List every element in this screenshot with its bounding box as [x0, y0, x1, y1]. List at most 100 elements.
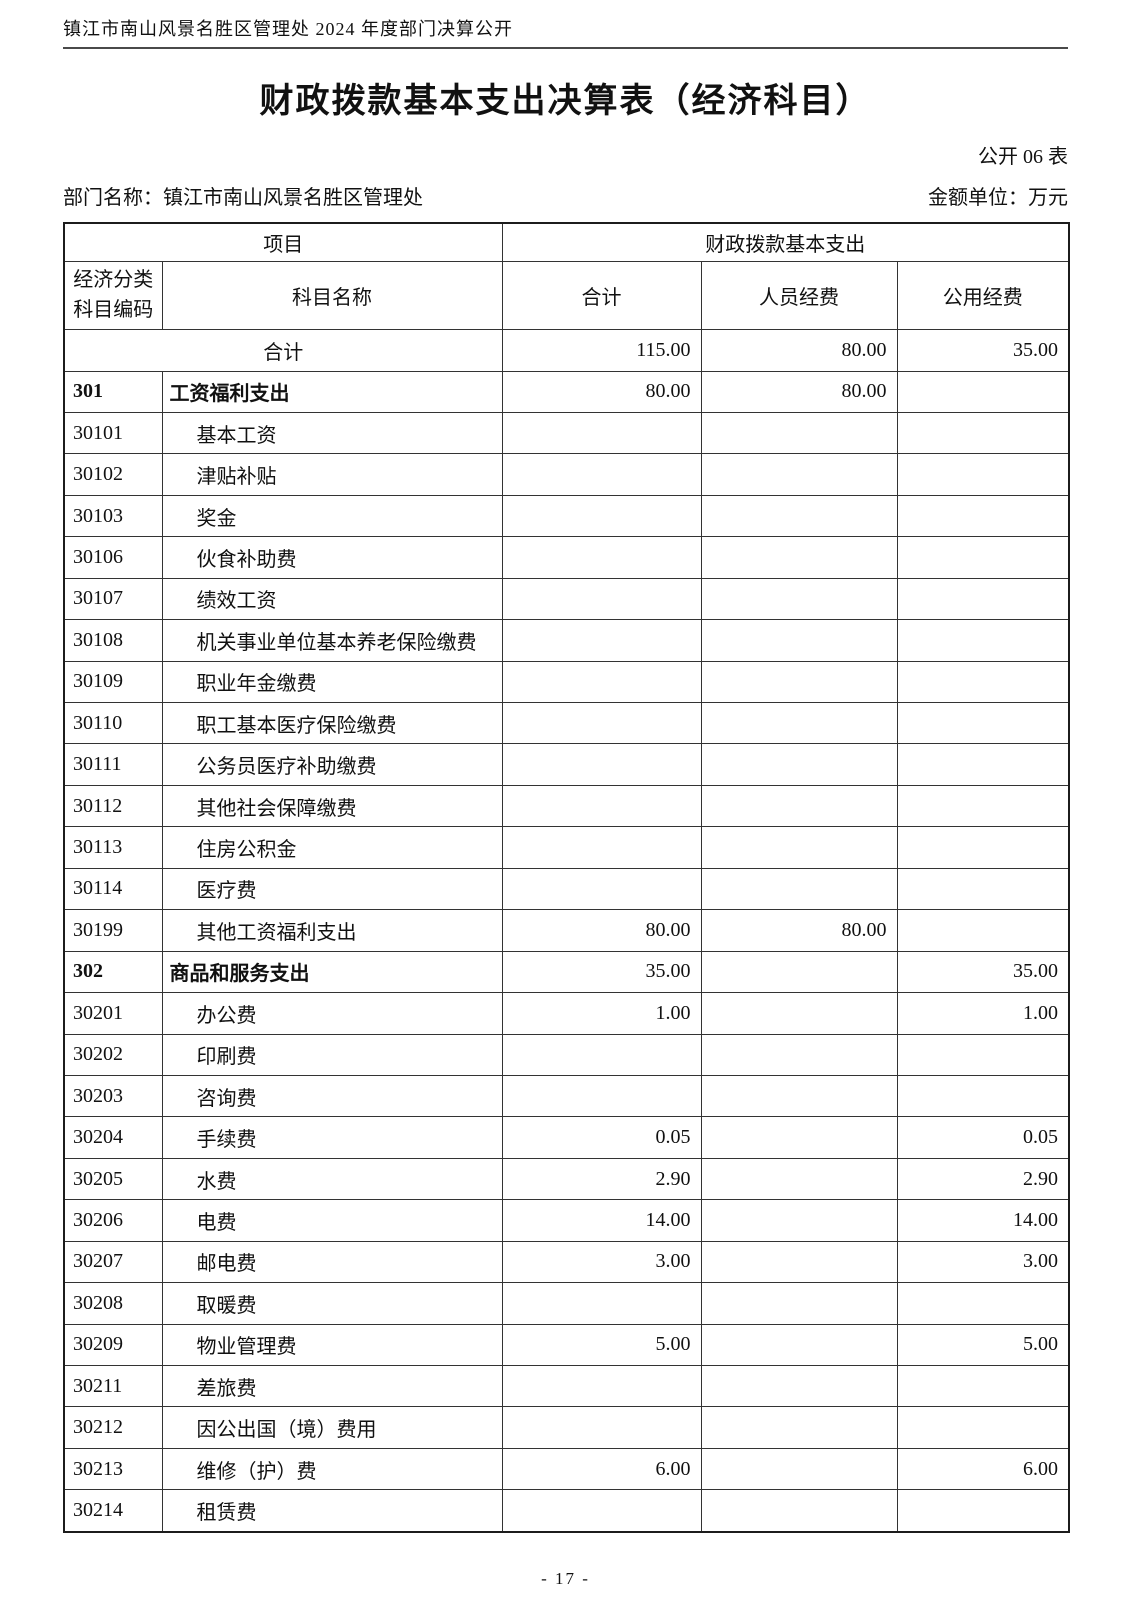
row-name: 水费: [161, 1157, 503, 1201]
row-total: 14.00: [501, 1199, 702, 1242]
table-row: 30201 办公费 1.00 1.00: [63, 992, 1070, 1035]
row-personnel: [700, 1447, 898, 1491]
row-public: [896, 1282, 1070, 1325]
row-personnel: [700, 1489, 898, 1533]
row-public: 14.00: [896, 1199, 1070, 1242]
row-name: 差旅费: [161, 1364, 503, 1408]
row-total: [501, 1074, 702, 1118]
table-row: 30107 绩效工资: [63, 577, 1070, 621]
table-row: 30113 住房公积金: [63, 826, 1070, 869]
row-total: [501, 826, 702, 869]
row-personnel: [700, 1033, 898, 1076]
row-public: [896, 743, 1070, 786]
summary-public: 35.00: [896, 328, 1070, 372]
row-public: [896, 411, 1070, 455]
row-public: [896, 1033, 1070, 1076]
header-econ-code: 经济分类 科目编码: [63, 260, 163, 330]
summary-row: 合计 115.00 80.00 35.00: [63, 328, 1070, 372]
row-total: [501, 1364, 702, 1408]
row-name: 咨询费: [161, 1074, 503, 1118]
table-row: 30213 维修（护）费 6.00 6.00: [63, 1447, 1070, 1491]
row-personnel: [700, 536, 898, 579]
row-code: 30209: [63, 1323, 163, 1367]
row-total: [501, 453, 702, 496]
row-name: 公务员医疗补助缴费: [161, 743, 503, 786]
row-name: 住房公积金: [161, 826, 503, 869]
table-row: 302 商品和服务支出 35.00 35.00: [63, 950, 1070, 994]
table-header-row-2: 经济分类 科目编码 科目名称 合计 人员经费 公用经费: [63, 260, 1070, 330]
row-personnel: [700, 1199, 898, 1242]
header-total: 合计: [501, 260, 702, 330]
meta-row: 部门名称：镇江市南山风景名胜区管理处 金额单位：万元: [63, 181, 1068, 210]
table-row: 30106 伙食补助费: [63, 536, 1070, 579]
row-total: 6.00: [501, 1447, 702, 1491]
row-personnel: 80.00: [700, 909, 898, 952]
row-total: [501, 577, 702, 621]
row-public: 0.05: [896, 1116, 1070, 1159]
row-total: 80.00: [501, 370, 702, 413]
row-name: 绩效工资: [161, 577, 503, 621]
row-name: 办公费: [161, 992, 503, 1035]
row-total: [501, 701, 702, 745]
table-row: 30214 租赁费: [63, 1489, 1070, 1533]
row-public: [896, 536, 1070, 579]
row-name: 医疗费: [161, 867, 503, 911]
row-personnel: [700, 411, 898, 455]
table-row: 30103 奖金: [63, 494, 1070, 538]
row-total: 5.00: [501, 1323, 702, 1367]
table-row: 301 工资福利支出 80.00 80.00: [63, 370, 1070, 413]
row-name: 物业管理费: [161, 1323, 503, 1367]
row-total: 35.00: [501, 950, 702, 994]
row-code: 30205: [63, 1157, 163, 1201]
row-name: 电费: [161, 1199, 503, 1242]
row-personnel: [700, 1074, 898, 1118]
row-name: 其他工资福利支出: [161, 909, 503, 952]
row-code: 30109: [63, 660, 163, 704]
row-public: 2.90: [896, 1157, 1070, 1201]
row-public: [896, 1364, 1070, 1408]
row-code: 302: [63, 950, 163, 994]
row-total: [501, 660, 702, 704]
row-code: 30207: [63, 1240, 163, 1284]
row-public: 3.00: [896, 1240, 1070, 1284]
row-total: 2.90: [501, 1157, 702, 1201]
row-personnel: [700, 1364, 898, 1408]
row-name: 其他社会保障缴费: [161, 784, 503, 828]
row-personnel: [700, 867, 898, 911]
table-row: 30208 取暖费: [63, 1282, 1070, 1325]
row-total: 1.00: [501, 992, 702, 1035]
row-public: [896, 494, 1070, 538]
row-public: [896, 1406, 1070, 1449]
row-name: 手续费: [161, 1116, 503, 1159]
row-personnel: [700, 992, 898, 1035]
row-code: 30213: [63, 1447, 163, 1491]
row-name: 机关事业单位基本养老保险缴费: [161, 619, 503, 662]
row-code: 30201: [63, 992, 163, 1035]
table-header-row-1: 项目 财政拨款基本支出: [63, 222, 1070, 262]
row-public: [896, 701, 1070, 745]
row-public: [896, 1489, 1070, 1533]
row-personnel: [700, 619, 898, 662]
table-row: 30109 职业年金缴费: [63, 660, 1070, 704]
table-row: 30110 职工基本医疗保险缴费: [63, 701, 1070, 745]
header-subject-name: 科目名称: [161, 260, 503, 330]
row-code: 30108: [63, 619, 163, 662]
row-total: [501, 494, 702, 538]
row-public: [896, 577, 1070, 621]
row-code: 30203: [63, 1074, 163, 1118]
table-row: 30205 水费 2.90 2.90: [63, 1157, 1070, 1201]
row-personnel: [700, 950, 898, 994]
row-code: 30208: [63, 1282, 163, 1325]
row-public: [896, 867, 1070, 911]
row-code: 30102: [63, 453, 163, 496]
row-name: 租赁费: [161, 1489, 503, 1533]
row-total: [501, 1406, 702, 1449]
table-row: 30112 其他社会保障缴费: [63, 784, 1070, 828]
row-name: 伙食补助费: [161, 536, 503, 579]
table-row: 30108 机关事业单位基本养老保险缴费: [63, 619, 1070, 662]
row-code: 30214: [63, 1489, 163, 1533]
table-row: 30206 电费 14.00 14.00: [63, 1199, 1070, 1242]
row-public: [896, 660, 1070, 704]
document-top-header: 镇江市南山风景名胜区管理处 2024 年度部门决算公开: [63, 0, 1068, 49]
